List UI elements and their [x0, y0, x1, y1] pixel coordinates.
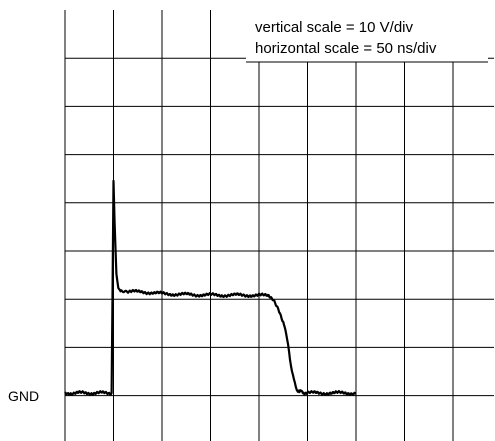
graticule-grid	[64, 10, 494, 441]
scale-legend-background	[246, 10, 488, 62]
trace-layer	[64, 179, 357, 396]
vertical-scale-label: vertical scale = 10 V/div	[255, 19, 413, 36]
waveform-series-line	[64, 179, 357, 396]
ground-label: GND	[8, 388, 39, 404]
horizontal-scale-label: horizontal scale = 50 ns/div	[255, 40, 437, 57]
